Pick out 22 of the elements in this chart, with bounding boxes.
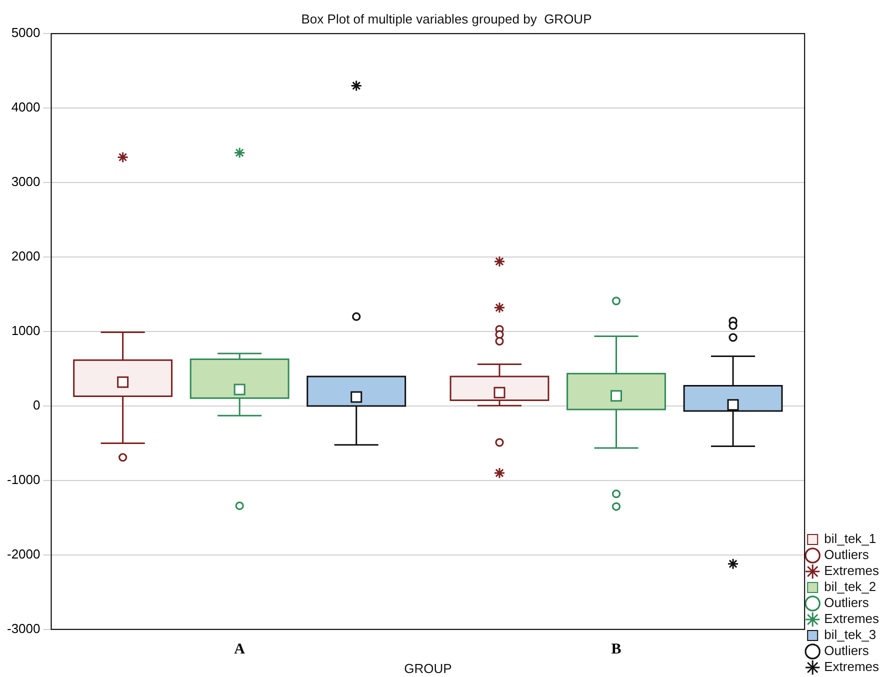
y-tick-label: 2000 bbox=[11, 248, 40, 264]
legend-label: Outliers bbox=[824, 643, 870, 658]
legend-label: Extremes bbox=[824, 611, 880, 626]
x-axis-title: GROUP bbox=[404, 660, 452, 676]
y-tick-label: 4000 bbox=[11, 100, 40, 115]
chart-title: Box Plot of multiple variables grouped by GROUP bbox=[301, 11, 592, 26]
legend-label: Extremes bbox=[824, 563, 880, 578]
x-tick-label: A bbox=[234, 641, 246, 658]
y-tick-label: 0 bbox=[33, 398, 40, 413]
legend-label: bil_tek_1 bbox=[824, 531, 876, 546]
y-tick-label: -1000 bbox=[7, 472, 40, 488]
legend-label: Extremes bbox=[824, 659, 880, 674]
legend-label: Outliers bbox=[824, 547, 870, 562]
y-tick-label: 5000 bbox=[11, 25, 40, 40]
legend-label: bil_tek_3 bbox=[824, 627, 876, 642]
legend-label: bil_tek_2 bbox=[824, 579, 876, 594]
y-tick-label: 1000 bbox=[11, 323, 40, 338]
y-tick-label: -3000 bbox=[7, 620, 40, 636]
y-tick-label: 3000 bbox=[11, 174, 40, 190]
legend-label: Outliers bbox=[824, 595, 870, 610]
y-tick-label: -2000 bbox=[7, 546, 40, 562]
x-tick-label: B bbox=[611, 641, 622, 658]
